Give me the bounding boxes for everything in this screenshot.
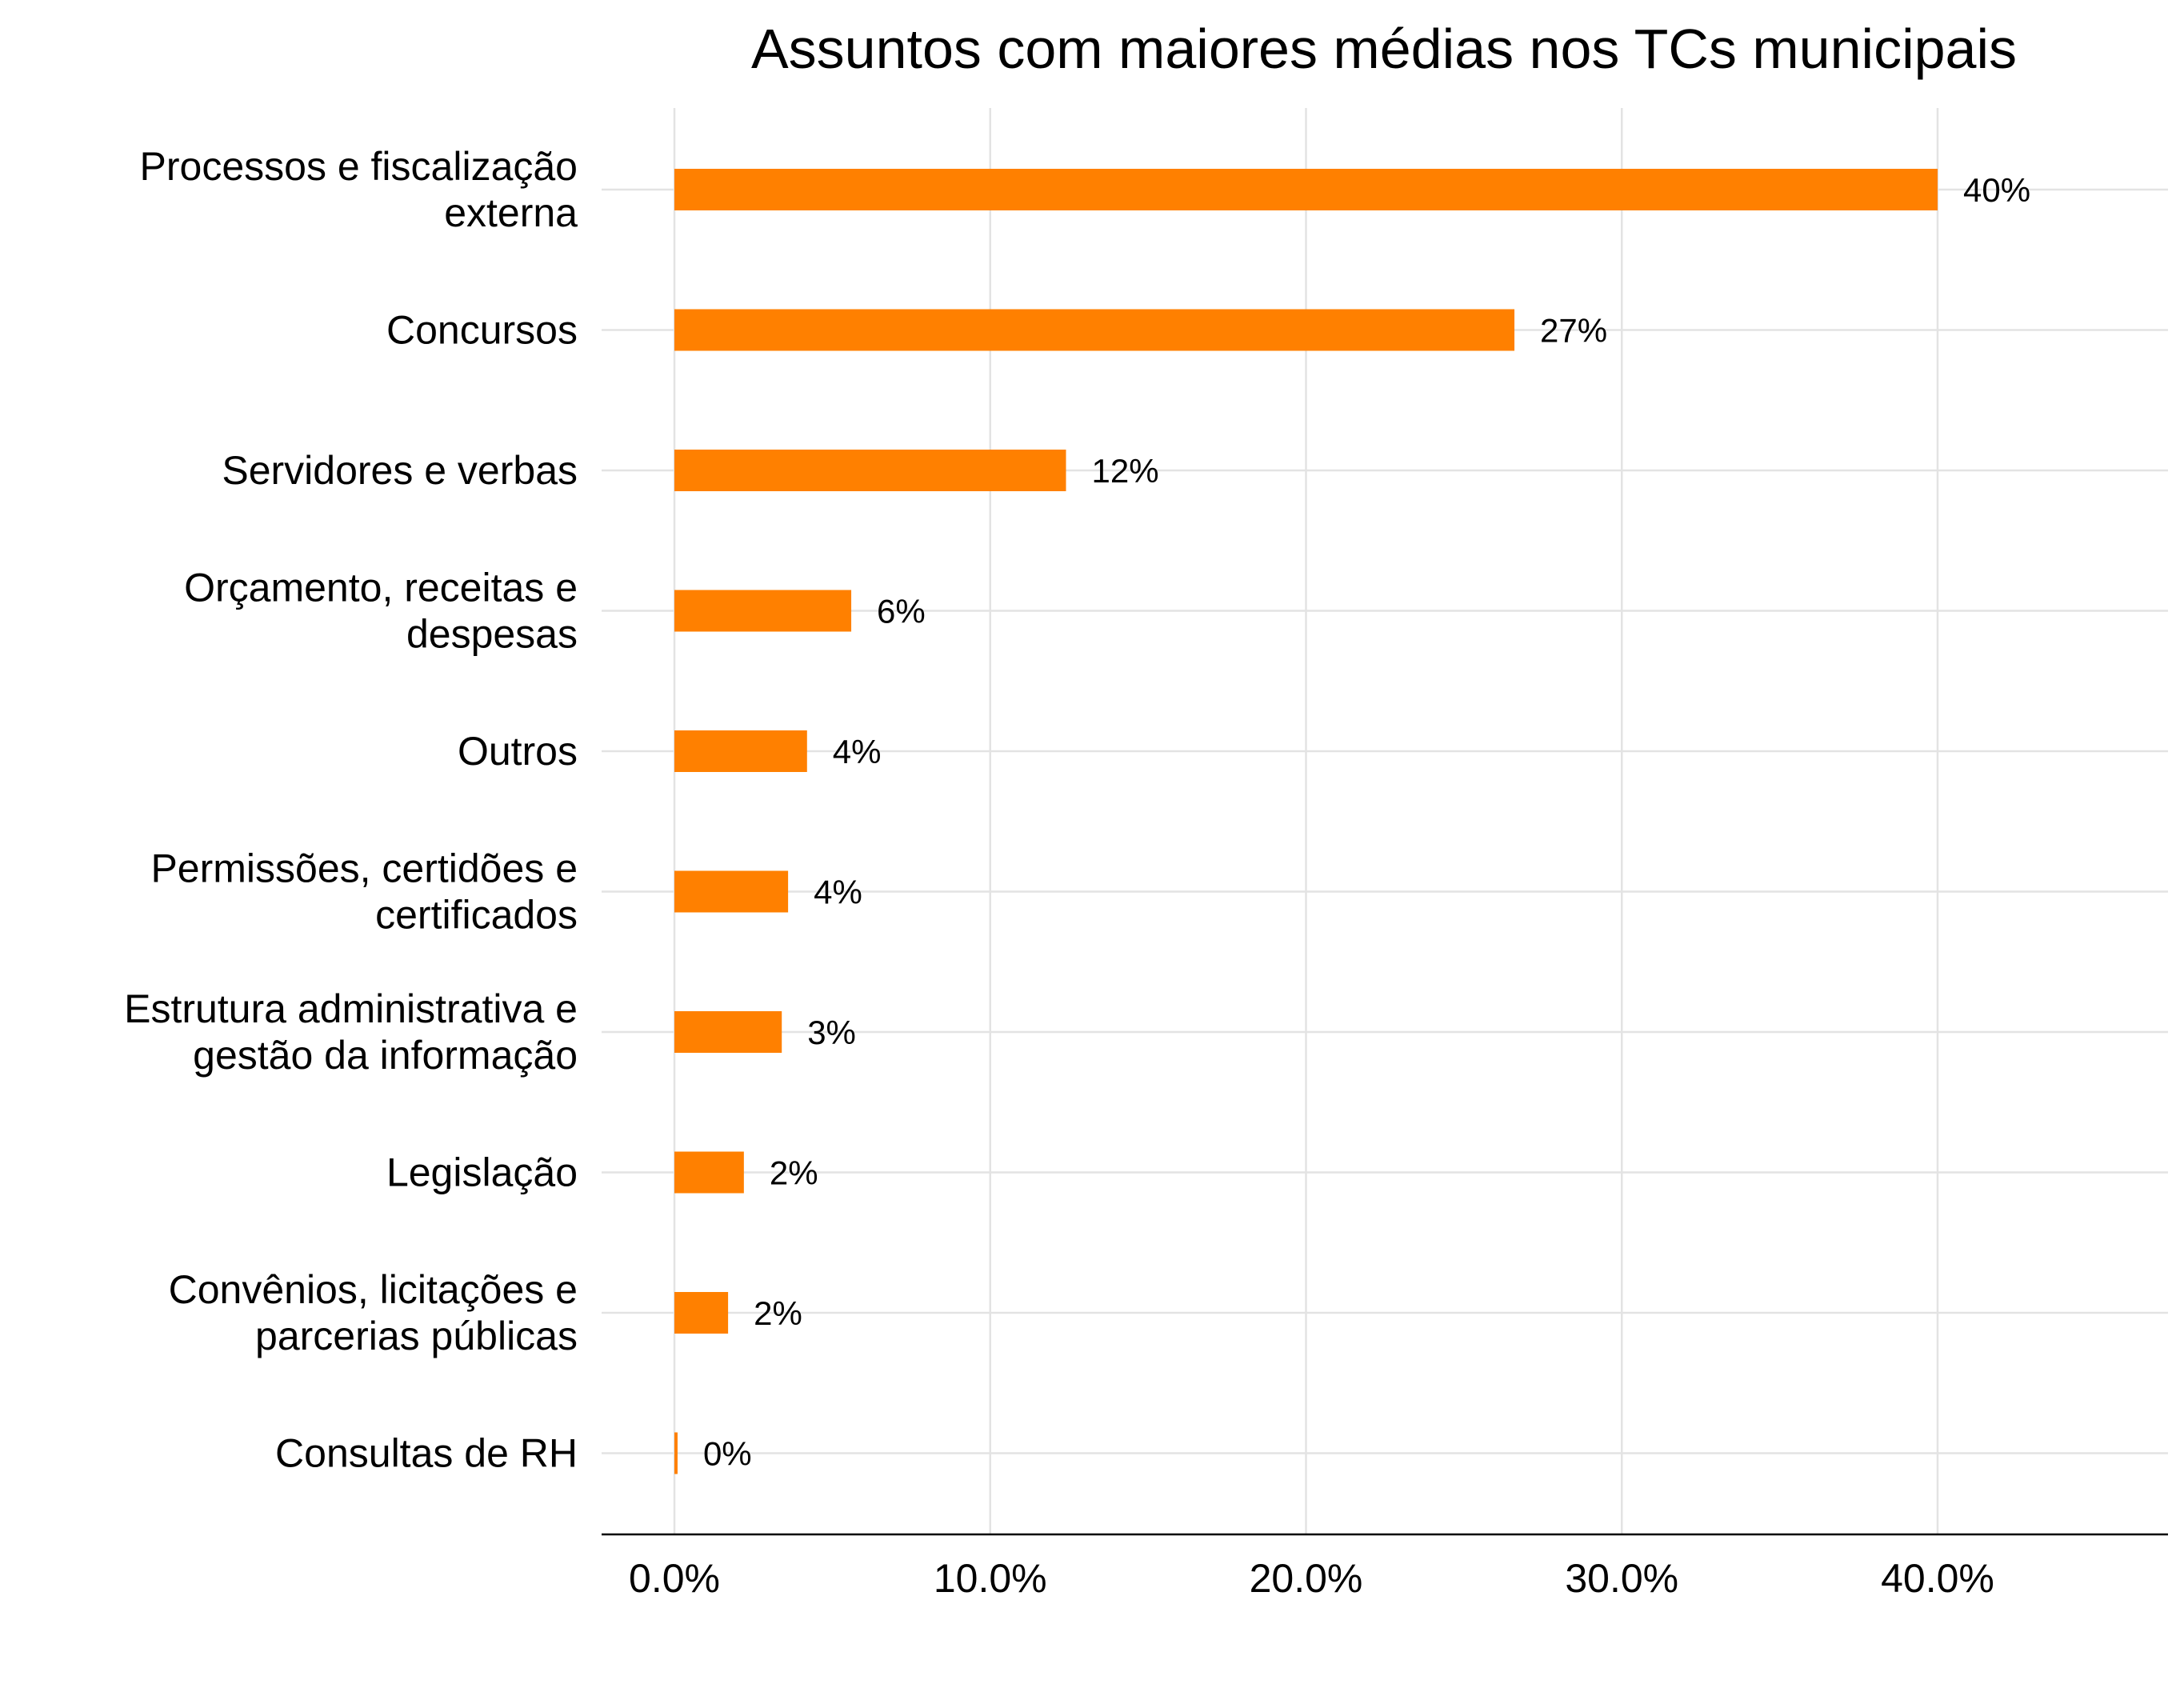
data-label: 3% bbox=[807, 1014, 856, 1051]
bar bbox=[674, 450, 1066, 491]
x-tick-label: 10.0% bbox=[934, 1556, 1047, 1601]
data-label: 12% bbox=[1091, 452, 1158, 490]
data-label: 6% bbox=[877, 593, 926, 630]
x-axis-ticks: 0.0% 10.0% 20.0% 30.0% 40.0% bbox=[629, 1556, 1994, 1601]
category-label: Legislação bbox=[386, 1150, 578, 1195]
data-label: 2% bbox=[770, 1154, 818, 1192]
data-label: 2% bbox=[754, 1294, 802, 1332]
data-label: 4% bbox=[833, 733, 882, 770]
category-label: Concursos bbox=[386, 308, 578, 353]
category-label: Outros bbox=[458, 729, 578, 774]
x-tick-label: 0.0% bbox=[629, 1556, 720, 1601]
x-tick-label: 40.0% bbox=[1881, 1556, 1994, 1601]
bar bbox=[674, 1432, 678, 1474]
category-label: Orçamento, receitas e bbox=[184, 566, 578, 610]
x-tick-label: 30.0% bbox=[1565, 1556, 1678, 1601]
bar bbox=[674, 1151, 744, 1194]
category-label: Estrutura administrativa e bbox=[124, 986, 578, 1031]
category-label: Processos e fiscalização bbox=[140, 144, 578, 189]
bar bbox=[674, 1011, 782, 1053]
category-label: externa bbox=[444, 190, 578, 235]
category-label: Convênios, licitações e bbox=[169, 1267, 578, 1312]
category-label: gestão da informação bbox=[193, 1033, 578, 1078]
bar bbox=[674, 870, 789, 913]
data-label: 27% bbox=[1540, 312, 1607, 350]
bar bbox=[674, 590, 852, 632]
data-label: 4% bbox=[814, 874, 862, 911]
bars bbox=[674, 169, 1938, 1474]
category-label: Servidores e verbas bbox=[222, 448, 578, 493]
bar bbox=[674, 730, 807, 772]
category-label: despesas bbox=[406, 612, 578, 657]
bar bbox=[674, 309, 1515, 351]
data-labels: 40% 27% 12% 6% 4% 4% 3% 2% 2% 0% bbox=[703, 171, 2030, 1473]
category-label: Permissões, certidões e bbox=[150, 846, 578, 891]
category-label: Consultas de RH bbox=[275, 1431, 578, 1476]
bar bbox=[674, 1292, 729, 1334]
data-label: 40% bbox=[1963, 171, 2030, 209]
chart-title: Assuntos com maiores médias nos TCs muni… bbox=[751, 18, 2017, 80]
category-label: certificados bbox=[375, 893, 578, 938]
bar bbox=[674, 169, 1938, 210]
category-label: parcerias públicas bbox=[255, 1314, 578, 1358]
x-tick-label: 20.0% bbox=[1250, 1556, 1363, 1601]
data-label: 0% bbox=[703, 1435, 752, 1473]
